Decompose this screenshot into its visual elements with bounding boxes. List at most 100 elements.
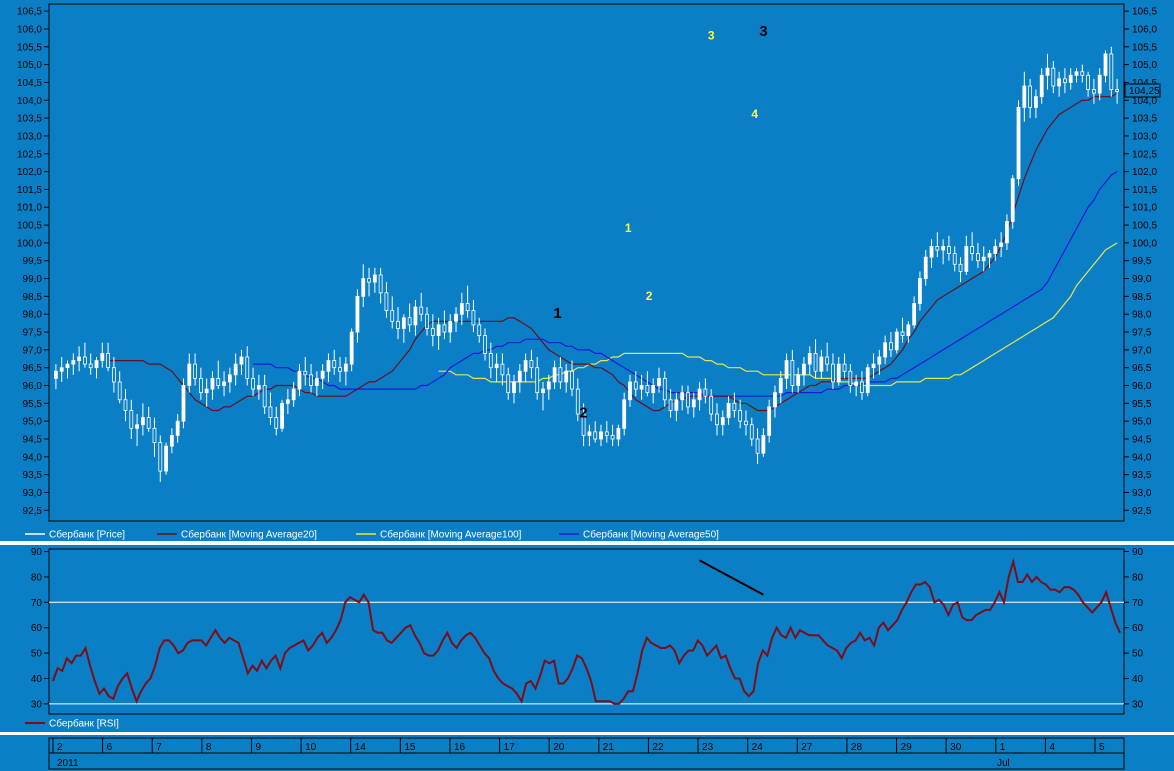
candle-body	[140, 417, 145, 426]
candle-body	[686, 392, 690, 408]
candle-body	[123, 399, 128, 411]
candle-body	[715, 413, 719, 426]
candle-body	[384, 292, 389, 312]
wave-label: 3	[759, 23, 767, 40]
candle-body	[175, 420, 180, 436]
candle-body	[1045, 67, 1050, 76]
candle-body	[309, 374, 313, 386]
candle-body	[129, 410, 134, 429]
candle-body	[419, 306, 424, 315]
candle-body	[813, 353, 818, 372]
candle-body	[964, 246, 969, 272]
rsi-trendline	[699, 559, 764, 596]
candle-body	[1080, 71, 1085, 76]
price-y-tick-label: 104,0	[17, 96, 42, 107]
price-y-tick-label: 92,5	[23, 506, 43, 517]
date-tick-label: 4	[1049, 742, 1055, 753]
price-y-tick-label: 103,0	[1132, 131, 1157, 142]
candle-body	[796, 374, 801, 386]
candle-body	[570, 370, 574, 390]
candle-body	[755, 438, 760, 454]
candle-body	[454, 313, 458, 322]
candle-body	[900, 331, 905, 336]
legend-item-label: Сбербанк [Moving Average50]	[583, 529, 719, 541]
candle-body	[535, 367, 540, 394]
candle-body	[1109, 53, 1114, 90]
price-y-tick-label: 100,0	[1132, 238, 1157, 249]
price-y-tick-label: 99,5	[1132, 256, 1152, 267]
price-y-tick-label: 92,5	[1132, 506, 1152, 517]
candle-body	[651, 385, 656, 394]
candle-body	[981, 256, 986, 262]
price-y-tick-label: 97,0	[23, 345, 43, 356]
date-ticks: 2 6 7 8 9 10 14 15 16 17 20 21 22 23 24 27 28 29 30 1 4 5	[52, 738, 1105, 753]
candle-body	[865, 367, 870, 394]
price-y-tick-label: 98,0	[23, 310, 43, 321]
candle-body	[918, 278, 922, 304]
price-y-axis-left: 106,5 106,0 105,5 105,0 104,5 104,0 103,5 103,0…	[17, 7, 49, 517]
candle-body	[297, 370, 302, 390]
candle-body	[413, 306, 418, 326]
last-price-label: 104,25	[1129, 86, 1160, 97]
price-y-tick-label: 102,0	[17, 167, 42, 178]
candle-body	[222, 381, 226, 386]
date-tick-label: 2	[57, 742, 63, 753]
candle-body	[929, 246, 934, 258]
candle-body	[697, 388, 702, 401]
date-tick-label: 6	[107, 742, 113, 753]
rsi-y-tick-label: 90	[31, 547, 43, 558]
candle-body	[819, 356, 824, 372]
candle-body	[349, 331, 354, 365]
candle-body	[674, 399, 679, 411]
price-y-tick-label: 106,0	[17, 24, 42, 35]
candle-body	[314, 377, 319, 386]
candle-body	[512, 381, 516, 394]
candle-body	[831, 363, 835, 383]
candle-body	[436, 324, 441, 336]
candle-body	[807, 353, 812, 365]
rsi-legend: Сбербанк [RSI]	[25, 718, 119, 730]
candle-body	[53, 370, 58, 379]
candle-body	[204, 388, 209, 394]
candle-body	[227, 374, 232, 383]
date-tick-label: 7	[156, 742, 162, 753]
date-tick-label: 8	[206, 742, 212, 753]
price-y-tick-label: 100,5	[1132, 221, 1157, 232]
candle-body	[558, 367, 563, 383]
candle-body	[111, 367, 116, 383]
candle-body	[483, 335, 487, 354]
candle-body	[1039, 74, 1044, 98]
rsi-y-tick-label: 90	[1132, 547, 1144, 558]
rsi-y-axis-left: 90 80 70 60 50 40 30	[31, 547, 49, 710]
candle-body	[941, 246, 946, 251]
date-tick-label: 24	[752, 742, 764, 753]
price-y-tick-label: 103,5	[17, 114, 42, 125]
candle-body	[210, 377, 215, 390]
month-label: Jul	[997, 758, 1010, 769]
candle-body	[529, 360, 534, 369]
date-tick-label: 5	[1099, 742, 1105, 753]
candle-body	[854, 381, 859, 386]
candle-body	[1034, 96, 1038, 108]
candle-body	[59, 367, 64, 372]
price-y-tick-label: 96,0	[23, 381, 43, 392]
candle-body	[378, 274, 383, 294]
ma100-line	[438, 242, 1118, 387]
candle-body	[616, 427, 621, 440]
candle-body	[448, 320, 453, 333]
date-tick-label: 16	[454, 742, 466, 753]
price-y-tick-label: 106,0	[1132, 24, 1157, 35]
price-y-tick-label: 103,0	[17, 131, 42, 142]
candle-body	[1028, 85, 1033, 108]
rsi-y-tick-label: 40	[1132, 674, 1144, 685]
price-y-tick-label: 93,0	[23, 488, 43, 499]
candle-body	[320, 370, 325, 379]
rsi-y-tick-label: 70	[1132, 598, 1144, 609]
candle-body	[639, 385, 644, 390]
rsi-panel	[0, 545, 1174, 732]
date-tick-label: 29	[901, 742, 913, 753]
candle-body	[1016, 107, 1021, 180]
candle-body	[645, 385, 650, 394]
candle-body	[1086, 74, 1091, 90]
